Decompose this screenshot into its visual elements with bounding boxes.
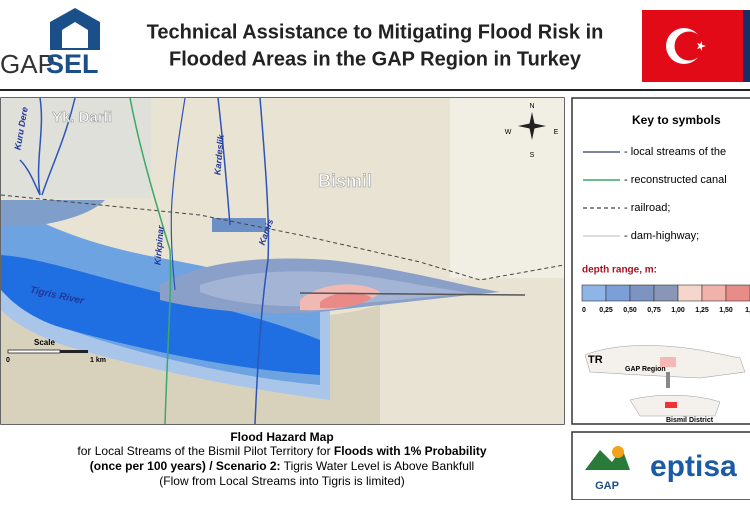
depth-tick: 0,50 [623, 307, 637, 314]
depth-tick: 1,25 [695, 307, 709, 314]
depth-swatch [581, 284, 607, 302]
stream [217, 98, 270, 424]
gap-logo-text: GAP [595, 480, 619, 492]
flag-star [697, 41, 706, 51]
legend-item: - railroad; [624, 202, 670, 214]
compass-letter: E [554, 129, 559, 136]
compass [518, 112, 546, 140]
canal [129, 98, 172, 424]
caption-line: (once per 100 years) / Scenario 2: Tigri… [90, 459, 474, 473]
inset-country: TR [588, 354, 603, 366]
caption-text: Floods with 1% Probability [334, 444, 487, 458]
logo-house-inner [62, 22, 88, 48]
scale-title: Scale [34, 338, 55, 347]
map-label: Yk. Darli [52, 109, 112, 126]
legend: Key to symbols depth range, m: TR GAP Re… [581, 113, 750, 424]
stream [170, 98, 186, 291]
town-area [1, 98, 151, 198]
scale-bar [60, 350, 88, 353]
depth-swatch [701, 284, 727, 302]
legend-item: - local streams of the [624, 146, 726, 158]
caption-text: (once per 100 years) / Scenario 2: [90, 459, 281, 473]
caption-line: for Local Streams of the Bismil Pilot Te… [77, 444, 487, 458]
caption: Flood Hazard Map for Local Streams of th… [77, 430, 487, 488]
depth-tick: 0,25 [599, 307, 613, 314]
legend-title: Key to symbols [632, 113, 721, 127]
scale-bar [7, 349, 61, 354]
compass-letter: W [505, 129, 512, 136]
depth-swatch [629, 284, 655, 302]
eptisa-logo: eptisa [650, 450, 737, 483]
legend-item: - dam-highway; [624, 230, 699, 242]
inset-bismil [665, 402, 677, 408]
depth-swatch [653, 284, 679, 302]
map-blank-area [450, 98, 564, 278]
depth-tick: 0 [582, 307, 586, 314]
inset-region: GAP Region [625, 366, 666, 373]
logo-sel: SEL [46, 49, 99, 79]
compass-letter: N [529, 103, 534, 110]
map-label: Kardeslik [212, 133, 226, 175]
inset-district: Bismil District [666, 417, 714, 424]
inset-gap [660, 357, 676, 367]
title-line: Technical Assistance to Mitigating Flood… [147, 21, 604, 43]
legend-item: - reconstructed canal [624, 174, 727, 186]
depth-swatch [605, 284, 631, 302]
flag-edge [743, 10, 750, 82]
dam-highway [299, 292, 526, 296]
scale-label: 0 [6, 357, 10, 364]
caption-title: Flood Hazard Map [230, 430, 333, 444]
depth-tick: 0,75 [647, 307, 661, 314]
flood-zone-town [1, 200, 105, 226]
flood-zone-deep [1, 255, 320, 375]
scale-label: 1 km [90, 357, 106, 364]
map [1, 98, 564, 424]
stream [19, 98, 76, 196]
header: GAP SEL Technical Assistance to Mitigati… [0, 8, 750, 91]
depth-tick: 1,7 [745, 307, 750, 314]
depth-title: depth range, m: [582, 265, 657, 276]
map-label: Bismil [318, 171, 372, 191]
flood-lens-red [320, 292, 372, 309]
depth-tick: 1,00 [671, 307, 685, 314]
depth-swatch [677, 284, 703, 302]
caption-line: (Flow from Local Streams into Tigris is … [159, 474, 404, 488]
caption-text: for Local Streams of the Bismil Pilot Te… [77, 444, 334, 458]
map-label: Kirkpinar [152, 225, 165, 266]
title-line: Flooded Areas in the GAP Region in Turke… [169, 48, 582, 70]
gap-logo-sun [612, 446, 624, 458]
partners: GAP eptisa [585, 446, 737, 492]
logo-gap: GAP [0, 49, 55, 79]
depth-swatch [725, 284, 750, 302]
compass-letter: S [530, 152, 535, 159]
flood-zone-kardeslik [212, 218, 266, 232]
caption-text: Tigris Water Level is Above Bankfull [281, 459, 475, 473]
depth-tick: 1,50 [719, 307, 733, 314]
flag-crescent-cut [674, 31, 704, 61]
